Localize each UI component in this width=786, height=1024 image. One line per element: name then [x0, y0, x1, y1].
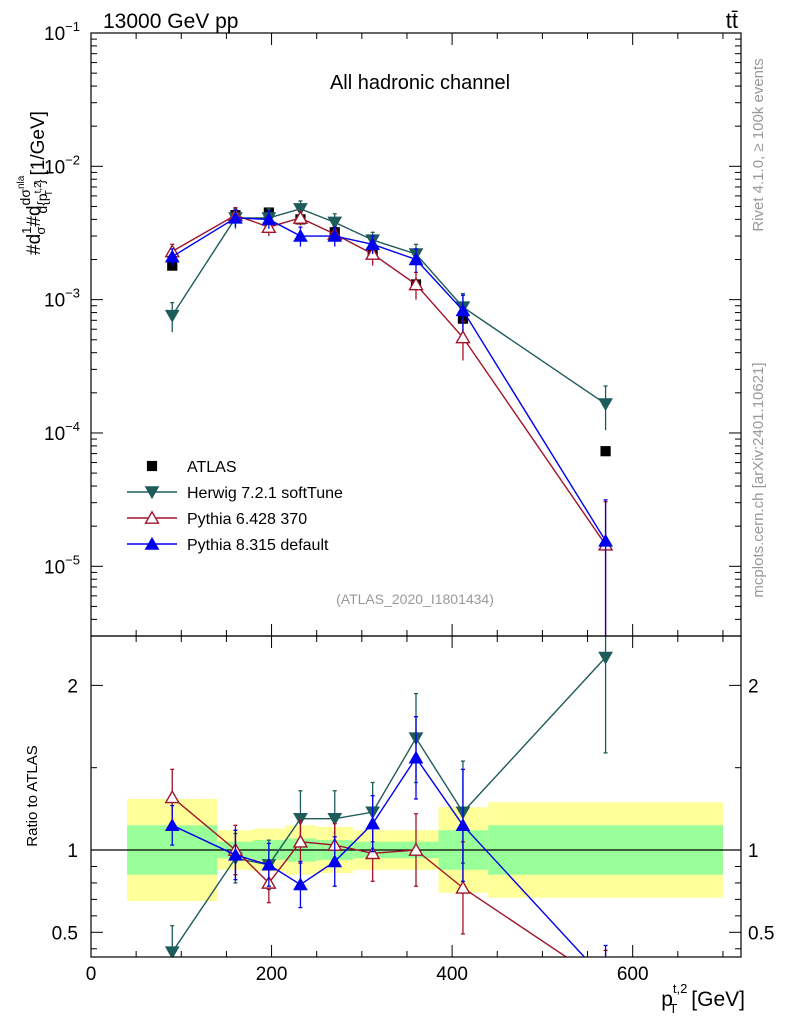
legend-marker [144, 536, 160, 550]
rivet-label: Rivet 4.1.0, ≥ 100k events [750, 58, 767, 231]
ratio-series-point [292, 834, 309, 848]
main-plot-marks [164, 200, 614, 636]
ylabel-unit: [1/GeV] [28, 111, 49, 175]
series-point [292, 210, 309, 224]
ylabel-sup: nla [16, 175, 27, 189]
ylabel-den-close: } [31, 179, 47, 184]
legend-marker [144, 510, 160, 524]
legend-label: ATLAS [187, 459, 237, 476]
ratio-series-point [228, 847, 243, 861]
legend-label: Pythia 8.315 default [187, 537, 329, 554]
ylabel-dsig: dσ [17, 189, 33, 206]
ratio-tick-label-right: 1 [748, 841, 759, 862]
ratio-series-point [408, 842, 424, 856]
ylabel-sigma: σ [33, 227, 48, 235]
ratio-series-point [455, 880, 471, 894]
legend-marker [146, 460, 158, 472]
y-axis-label: #d1σ#ddσnlad{pt,2T}[1/GeV] [16, 111, 55, 255]
xlabel-main: p [661, 988, 673, 1011]
y-tick-label: 10−1 [44, 19, 80, 45]
ratio-series-point [261, 857, 277, 871]
y-tick-label: 10−5 [44, 552, 80, 578]
x-tick-label: 200 [256, 964, 288, 985]
ratio-plot-marks [164, 636, 613, 988]
x-axis-label: pt,2 T [GeV] [661, 981, 745, 1016]
ratio-series-point [599, 977, 612, 988]
series-point [327, 228, 343, 242]
ylabel-den-sub: T [44, 190, 55, 196]
x-tick-label: 0 [86, 964, 97, 985]
analysis-label: (ATLAS_2020_I1801434) [336, 591, 494, 607]
series-point [455, 303, 471, 317]
ratio-y-axis-label: Ratio to ATLAS [24, 745, 41, 846]
ratio-series-point [364, 845, 381, 860]
legend-label: Pythia 6.428 370 [187, 511, 307, 528]
series-point [327, 216, 343, 230]
series-point [408, 276, 424, 291]
ratio-series-point [408, 750, 424, 764]
y-tick-label: 10−2 [44, 152, 80, 178]
series-point [408, 252, 424, 266]
chart-title: All hadronic channel [330, 72, 510, 94]
ratio-series-point [327, 813, 343, 826]
ratio-series-point [164, 818, 180, 832]
legend: ATLAS Herwig 7.2.1 softTune Pythia 6.428 3… [127, 459, 343, 554]
svg-text:#d1σ#ddσnlad{pt,2T}[1/GeV]: #d1σ#ddσnlad{pt,2T}[1/GeV] [16, 111, 55, 255]
series-point [261, 212, 277, 226]
data-point [167, 260, 178, 271]
series-point [455, 329, 471, 344]
x-tick-label: 600 [617, 964, 649, 985]
ratio-series-point [599, 974, 612, 985]
ratio-series-point [164, 789, 180, 804]
series-point [164, 309, 180, 323]
energy-label: 13000 GeV pp [103, 10, 238, 33]
ratio-series-point [598, 651, 613, 665]
ratio-series-point [293, 877, 308, 891]
process-label: tt̄ [726, 8, 738, 33]
series-point [164, 249, 180, 263]
y-tick-label: 10−4 [44, 419, 80, 445]
ratio-series-point [164, 946, 180, 957]
ratio-plot-frame [90, 635, 742, 958]
series-line [171, 208, 606, 405]
ylabel-mid: #d [24, 205, 45, 226]
xlabel-sup: t,2 [673, 981, 687, 996]
series-point [293, 228, 308, 242]
xlabel-unit: [GeV] [691, 988, 745, 1011]
ratio-tick-label-right: 2 [748, 676, 759, 697]
legend-marker [144, 486, 160, 500]
ylabel-one: 1 [19, 227, 34, 234]
ylabel-den-sup: t,2 [33, 182, 44, 194]
y-tick-label: 10−3 [44, 286, 80, 312]
axis-tick-labels: 0 200 400 600 10−5 10−4 10−3 10−2 10−1 0.5 0.5 1 1 2 2 [44, 19, 774, 985]
series-point [598, 398, 613, 412]
axis-ticks [90, 32, 741, 957]
ratio-series-point [293, 813, 308, 826]
ratio-tick-label-right: 0.5 [748, 923, 774, 944]
ratio-series-point [365, 816, 381, 830]
series-point [598, 533, 613, 547]
ylabel-den: d{p [34, 193, 50, 213]
ratio-tick-label-left: 1 [67, 841, 78, 862]
ratio-tick-label-left: 2 [67, 676, 78, 697]
xlabel-sub: T [669, 1001, 677, 1016]
series-point [293, 203, 308, 217]
ylabel-prefix: #d [24, 234, 45, 255]
ratio-series-point [455, 818, 471, 832]
series-point [365, 237, 381, 251]
series-point [228, 210, 243, 224]
data-point [600, 446, 611, 457]
ratio-tick-label-left: 0.5 [52, 923, 78, 944]
ratio-series-point [327, 854, 343, 868]
x-tick-label: 400 [436, 964, 468, 985]
legend-label: Herwig 7.2.1 softTune [187, 485, 343, 502]
mcplots-label: mcplots.cern.ch [arXiv:2401.10621] [750, 362, 767, 597]
